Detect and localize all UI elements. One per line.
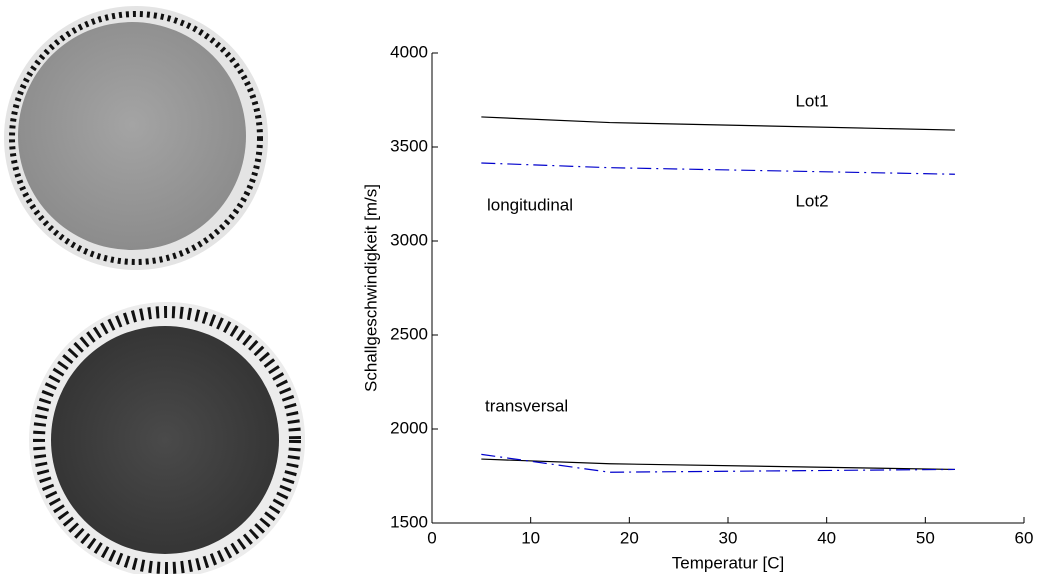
disc-bottom: [51, 326, 279, 554]
annotation: Lot1: [795, 91, 828, 110]
y-tick-label: 3000: [390, 230, 428, 249]
sample-images: [4, 6, 305, 574]
y-axis-label: Schallgeschwindigkeit [m/s]: [361, 184, 380, 392]
x-axis-label: Temperatur [C]: [672, 553, 784, 572]
chart: Temperatur [C] Schallgeschwindigkeit [m/…: [361, 42, 1033, 572]
x-tick-label: 40: [817, 528, 836, 547]
y-tick-label: 3500: [390, 136, 428, 155]
annotation: longitudinal: [487, 195, 573, 214]
disc-top: [18, 22, 246, 250]
annotation: transversal: [485, 396, 568, 415]
y-tick-label: 2000: [390, 418, 428, 437]
x-tick-label: 10: [521, 528, 540, 547]
series-line: [481, 453, 955, 473]
annotation: Lot2: [795, 191, 828, 210]
x-tick-label: 0: [427, 528, 436, 547]
series-line: [481, 116, 955, 131]
y-tick-label: 1500: [390, 512, 428, 531]
y-tick-label: 4000: [390, 42, 428, 61]
series-line: [481, 458, 955, 471]
series-line: [481, 162, 955, 175]
disc-edge: [33, 306, 301, 574]
x-tick-label: 20: [620, 528, 639, 547]
x-tick-label: 30: [719, 528, 738, 547]
x-tick-label: 50: [916, 528, 935, 547]
x-tick-label: 60: [1015, 528, 1034, 547]
y-tick-label: 2500: [390, 324, 428, 343]
disc-edge: [9, 11, 263, 265]
